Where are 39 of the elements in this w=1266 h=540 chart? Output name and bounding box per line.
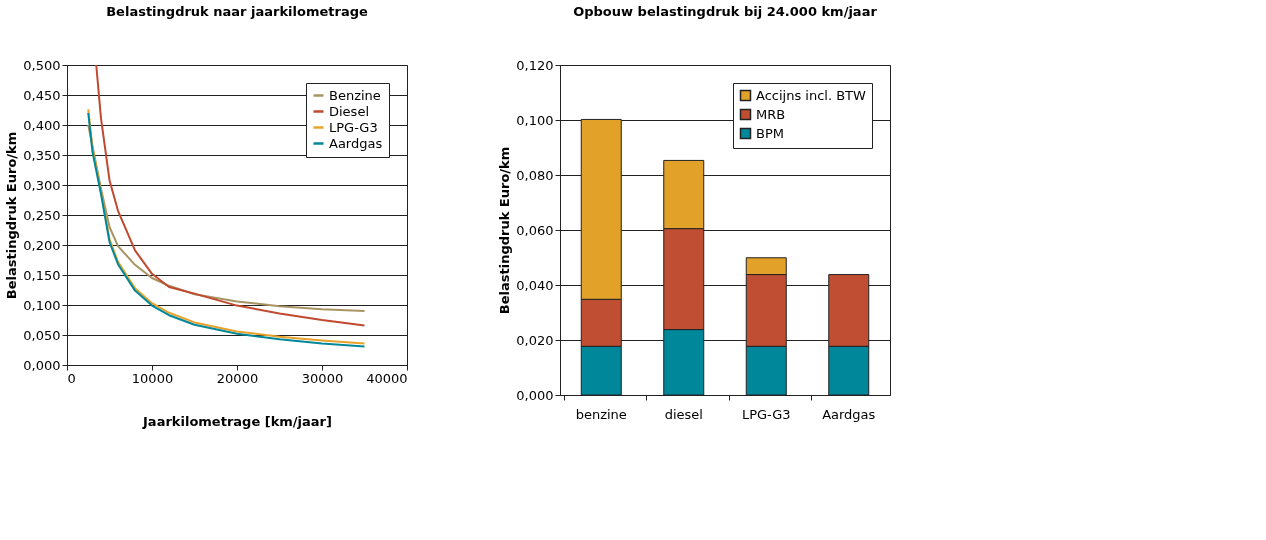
y-tick-label: 0,040 <box>516 277 554 293</box>
x-tick-label: 40000 <box>366 370 408 386</box>
legend-label: MRB <box>756 106 786 122</box>
y-tick-label: 0,060 <box>516 222 554 238</box>
y-tick-label: 0,000 <box>23 357 61 373</box>
x-tick-label: LPG-G3 <box>741 406 791 422</box>
y-tick-label: 0,250 <box>23 207 61 223</box>
legend-label: Diesel <box>329 103 370 119</box>
legend-label: Aardgas <box>329 135 383 151</box>
x-tick-label: benzine <box>575 406 627 422</box>
y-tick-label: 0,450 <box>23 87 61 103</box>
chart-title: Opbouw belastingdruk bij 24.000 km/jaar <box>573 4 878 19</box>
y-tick-label: 0,000 <box>516 387 554 403</box>
y-tick-label: 0,080 <box>516 167 554 183</box>
y-tick-label: 0,400 <box>23 117 61 133</box>
y-tick-label: 0,300 <box>23 177 61 193</box>
x-axis-title: Jaarkilometrage [km/jaar] <box>142 413 332 429</box>
x-tick-label: 30000 <box>301 370 344 386</box>
y-tick-label: 0,150 <box>23 267 61 283</box>
y-tick-label: 0,100 <box>516 112 554 128</box>
x-tick-label: Aardgas <box>822 406 876 422</box>
x-tick-label: 0 <box>67 370 76 386</box>
x-tick-label: diesel <box>664 406 703 422</box>
legend-label: Benzine <box>329 87 381 103</box>
x-tick-label: 10000 <box>131 370 174 386</box>
y-tick-label: 0,350 <box>23 147 61 163</box>
legend-label: LPG-G3 <box>329 119 378 135</box>
y-tick-label: 0,100 <box>23 297 61 313</box>
y-axis-title: Belastingdruk Euro/km <box>4 131 20 300</box>
legend-label: Accijns incl. BTW <box>756 87 867 103</box>
y-tick-label: 0,020 <box>516 332 554 348</box>
y-tick-label: 0,200 <box>23 237 61 253</box>
x-tick-label: 20000 <box>216 370 259 386</box>
y-tick-label: 0,050 <box>23 327 61 343</box>
y-tick-label: 0,500 <box>23 57 61 73</box>
y-tick-label: 0,120 <box>516 57 554 73</box>
legend-label: BPM <box>756 125 784 141</box>
chart-title: Belastingdruk naar jaarkilometrage <box>106 4 368 19</box>
y-axis-title: Belastingdruk Euro/km <box>497 146 513 315</box>
